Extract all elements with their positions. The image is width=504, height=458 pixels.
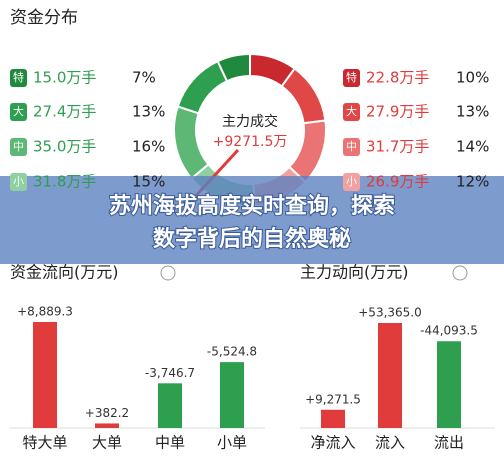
banner-text: 苏州海拔高度实时查询，探索 <box>109 193 395 219</box>
tag-bg <box>10 173 27 191</box>
bar <box>33 322 57 428</box>
help-icon[interactable] <box>160 265 176 281</box>
bar <box>321 409 345 428</box>
value-label: +53,365.0 <box>358 306 422 320</box>
section-title: 资金分布 <box>10 8 78 28</box>
x-label: 流入 <box>375 434 405 452</box>
value-label: +8,889.3 <box>17 305 73 319</box>
percent: 12% <box>456 173 489 191</box>
tag-bg <box>10 69 27 87</box>
x-label: 中单 <box>155 434 185 452</box>
donut-segment <box>176 59 229 115</box>
percent: 10% <box>456 69 489 87</box>
value-label: -5,524.8 <box>207 345 257 359</box>
chart-title: 资金流向(万元) <box>10 263 119 282</box>
percent: 13% <box>456 103 489 121</box>
tag: 小 <box>346 175 357 188</box>
tag-bg <box>343 138 360 156</box>
x-label: 净流入 <box>310 434 355 452</box>
x-label: 大单 <box>92 434 122 452</box>
tag-bg <box>343 69 360 87</box>
tag: 特 <box>13 70 24 84</box>
percent: 13% <box>132 103 165 121</box>
amount: 22.8万手 <box>366 69 429 87</box>
tag: 大 <box>346 104 357 118</box>
bar <box>378 323 402 428</box>
tag: 大 <box>13 104 24 118</box>
tag-bg <box>343 173 360 191</box>
amount: 27.4万手 <box>33 103 96 121</box>
banner-bg <box>0 176 504 264</box>
percent: 14% <box>456 138 489 156</box>
tag: 小 <box>13 175 24 188</box>
amount: 31.8万手 <box>33 173 96 191</box>
percent: 16% <box>132 138 165 156</box>
percent: 15% <box>132 173 165 191</box>
tag: 特 <box>346 70 357 84</box>
amount: 26.9万手 <box>366 173 429 191</box>
amount: 27.9万手 <box>366 103 429 121</box>
banner-text: 数字背后的自然奥秘 <box>153 226 351 252</box>
bar <box>220 362 244 428</box>
bar <box>95 423 119 428</box>
center-label: 主力成交 <box>222 113 278 130</box>
tag: 中 <box>13 140 24 153</box>
tag-bg <box>10 103 27 121</box>
donut-segment <box>173 105 210 180</box>
value-label: -44,093.5 <box>420 324 478 338</box>
value-label: -3,746.7 <box>145 366 195 380</box>
donut-segment <box>216 52 251 83</box>
tag: 中 <box>346 140 357 153</box>
bar <box>437 341 461 428</box>
tag-bg <box>343 103 360 121</box>
amount: 31.7万手 <box>366 138 429 156</box>
bar <box>158 383 182 428</box>
percent: 7% <box>132 69 156 87</box>
amount: 15.0万手 <box>33 69 96 87</box>
amount: 35.0万手 <box>33 138 96 156</box>
tag-bg <box>10 138 27 156</box>
x-label: 流出 <box>434 434 464 452</box>
chart-title: 主力动向(万元) <box>300 263 409 282</box>
center-value: +9271.5万 <box>213 134 288 150</box>
x-label: 特大单 <box>22 434 67 452</box>
value-label: +9,271.5 <box>305 392 361 406</box>
value-label: +382.2 <box>85 406 129 420</box>
donut-segment <box>280 67 327 125</box>
help-icon[interactable] <box>452 265 468 281</box>
x-label: 小单 <box>217 434 247 452</box>
